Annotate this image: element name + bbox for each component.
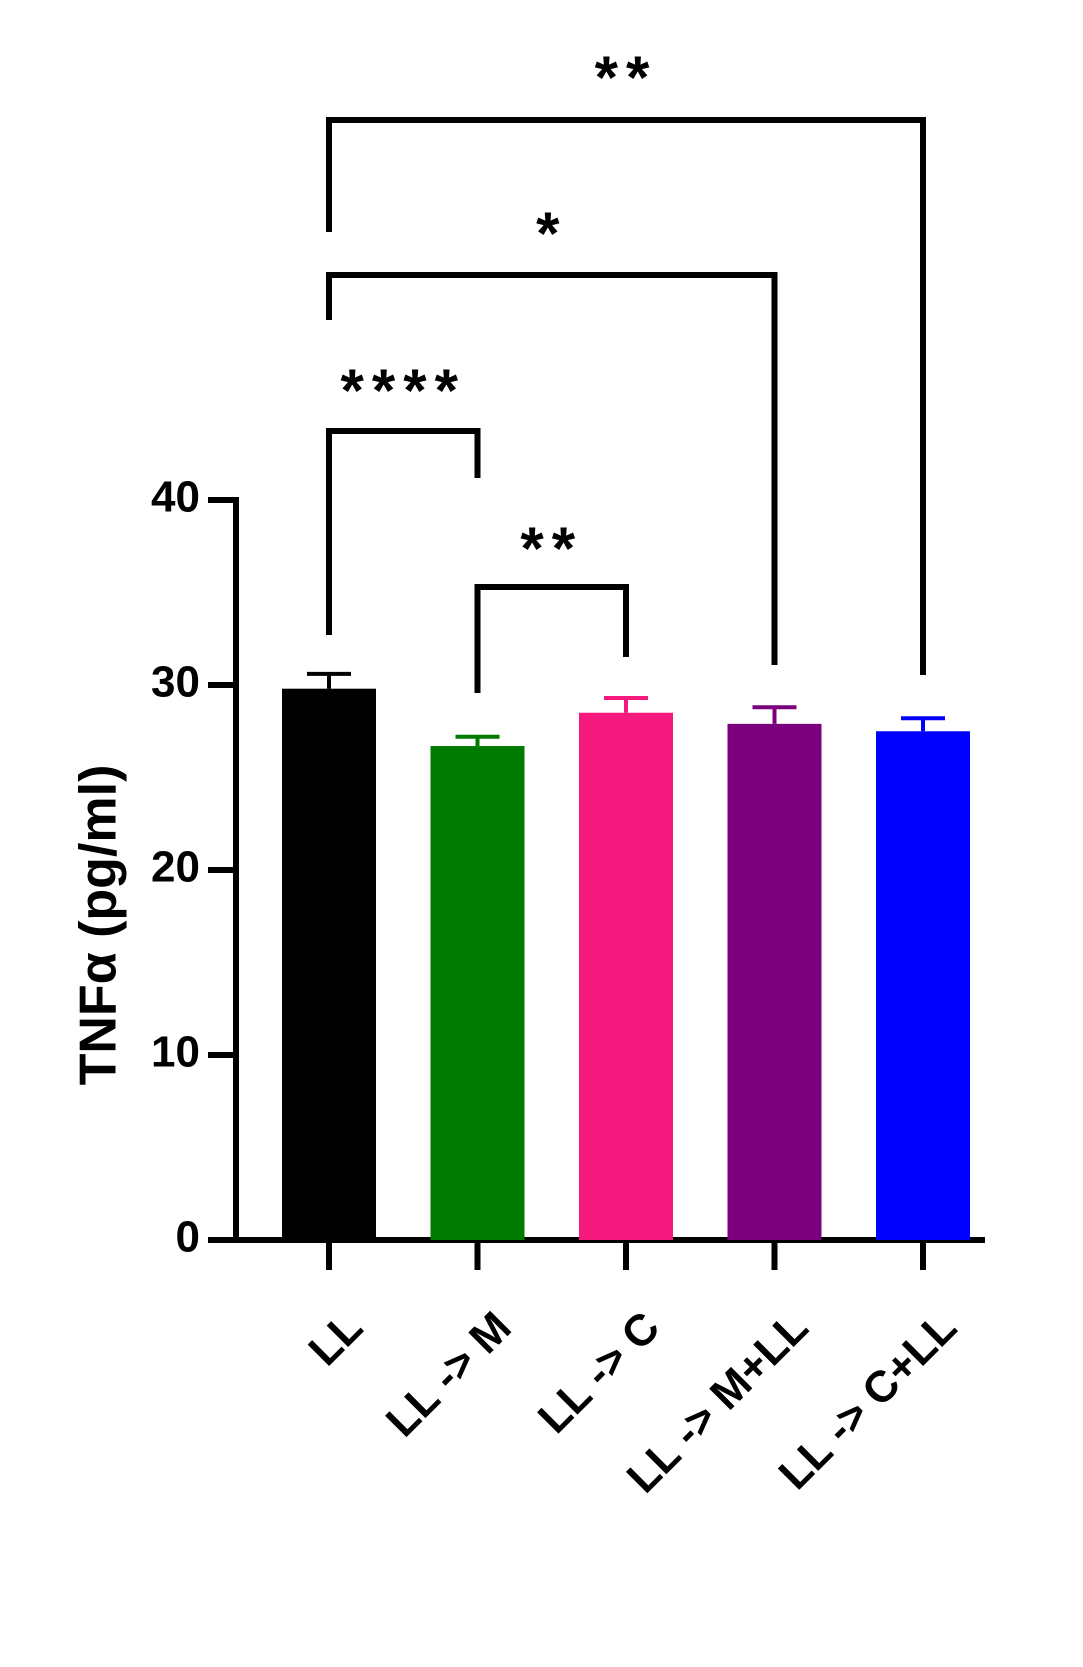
bar [579, 712, 673, 1240]
significance-label: ** [595, 44, 658, 111]
bar [282, 688, 376, 1240]
significance-bracket [474, 584, 629, 693]
y-tick-label: 40 [151, 473, 200, 522]
bar [430, 746, 525, 1240]
significance-label: * [536, 200, 567, 267]
bar [727, 723, 822, 1240]
bars [282, 671, 970, 1240]
y-tick-label: 10 [151, 1028, 200, 1077]
y-tick-label: 30 [151, 658, 200, 707]
y-tick-label: 20 [151, 843, 200, 892]
bar [876, 731, 970, 1240]
y-tick-label: 0 [176, 1213, 200, 1262]
significance-bracket [326, 117, 926, 675]
significance-bracket [326, 428, 481, 635]
significance-brackets: ********* [326, 44, 926, 693]
significance-bracket [326, 272, 778, 665]
x-category-label: LL [299, 1302, 372, 1375]
x-category-label: LL -> C [529, 1302, 669, 1442]
significance-label: ** [520, 515, 583, 582]
y-axis-label: TNFα (pg/ml) [70, 765, 128, 1086]
x-category-label: LL -> M [377, 1302, 521, 1446]
significance-label: **** [341, 357, 466, 424]
